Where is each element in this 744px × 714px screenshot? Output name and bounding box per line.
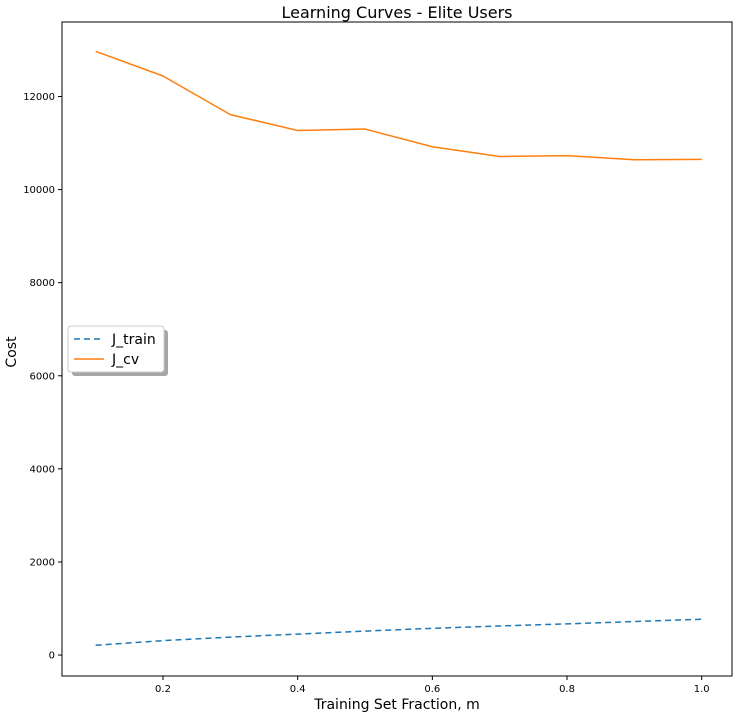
x-tick-label: 0.2: [155, 684, 171, 695]
legend-box: [67, 325, 165, 373]
y-tick-label: 6000: [30, 371, 55, 382]
y-tick-label: 2000: [30, 557, 55, 568]
series-line-j-cv: [95, 50, 702, 161]
y-axis-ticks: 0 2000 4000 6000 8000 10000 12000: [23, 92, 62, 662]
y-axis-label: Cost: [4, 336, 20, 368]
y-tick-label: 10000: [23, 185, 55, 196]
plot-area: [61, 21, 733, 677]
x-axis-label: Training Set Fraction, m: [313, 697, 480, 713]
series-layer: [95, 50, 702, 647]
y-tick-label: 4000: [30, 464, 55, 475]
x-tick-label: 0.8: [559, 684, 575, 695]
y-tick-label: 0: [49, 651, 55, 662]
y-tick-label: 12000: [23, 92, 55, 103]
legend: J_train J_cv: [67, 325, 168, 376]
legend-label-j-train: J_train: [111, 332, 156, 348]
chart-title: Learning Curves - Elite Users: [281, 3, 512, 22]
x-tick-label: 1.0: [694, 684, 710, 695]
x-axis-ticks: 0.2 0.4 0.6 0.8 1.0: [155, 676, 710, 695]
x-tick-label: 0.6: [424, 684, 440, 695]
series-line-j-train: [95, 618, 702, 647]
y-tick-label: 8000: [30, 278, 55, 289]
x-tick-label: 0.4: [290, 684, 306, 695]
legend-label-j-cv: J_cv: [111, 352, 139, 368]
